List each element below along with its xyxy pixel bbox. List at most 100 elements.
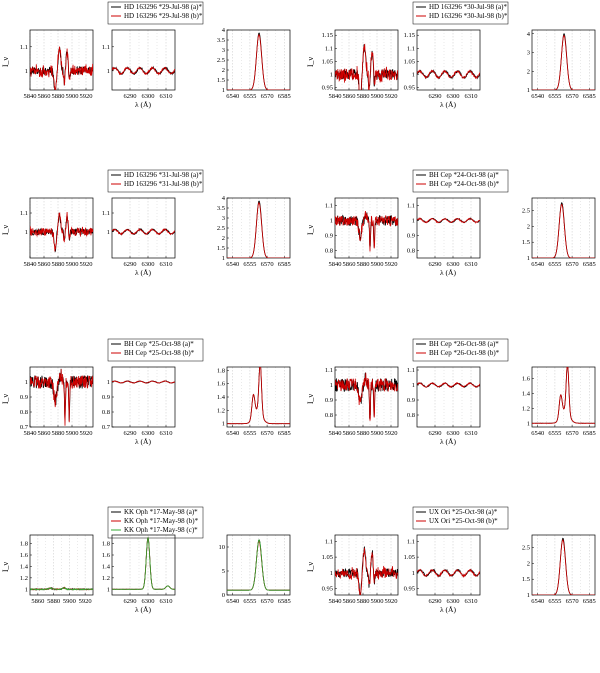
y-tick-label: 1 bbox=[330, 382, 333, 389]
y-tick-label: 1 bbox=[412, 382, 415, 389]
panel: 6290 6300 6310 1 1.1 bbox=[102, 197, 176, 268]
y-tick-label: 1.1 bbox=[20, 210, 28, 217]
x-tick-label: 5840 bbox=[329, 598, 342, 605]
y-tick-label: 1.05 bbox=[404, 554, 415, 561]
y-tick-label: 2.5 bbox=[522, 545, 530, 552]
x-tick-label: 6540 bbox=[226, 261, 239, 268]
y-tick-label: 0.8 bbox=[407, 248, 415, 255]
panel-frame bbox=[531, 366, 596, 428]
y-tick-label: 0 bbox=[222, 592, 225, 599]
y-tick-label: 1.2 bbox=[522, 405, 530, 412]
x-tick-label: 6585 bbox=[583, 261, 596, 268]
x-tick-label: 6555 bbox=[548, 261, 561, 268]
y-axis-label: I_ν bbox=[306, 561, 315, 572]
chart-group: BH Cep *25-Oct-98 (a)*BH Cep *25-Oct-98 … bbox=[1, 338, 291, 446]
panel: 5840 5860 5880 5900 5920 1 1.1 bbox=[20, 197, 94, 268]
series-line bbox=[112, 536, 175, 590]
y-tick-label: 1.6 bbox=[102, 552, 111, 559]
panel: 6290 6300 6310 0.8 0.9 1 1.1 bbox=[407, 197, 481, 268]
x-tick-label: 5900 bbox=[371, 261, 384, 268]
x-axis-label: λ (Å) bbox=[440, 605, 456, 614]
y-tick-label: 1.6 bbox=[522, 375, 531, 382]
x-tick-label: 6585 bbox=[278, 430, 291, 437]
x-tick-label: 6300 bbox=[142, 93, 155, 100]
y-tick-label: 1 bbox=[222, 255, 225, 262]
y-tick-label: 1.1 bbox=[102, 210, 110, 217]
legend-entry: BH Cep *25-Oct-98 (a)* bbox=[124, 340, 194, 348]
y-tick-label: 1.1 bbox=[325, 538, 333, 545]
chart-group: HD 163296 *29-Jul-98 (a)*HD 163296 *29-J… bbox=[1, 1, 291, 109]
x-tick-label: 6310 bbox=[160, 598, 173, 605]
x-tick-label: 6540 bbox=[226, 430, 239, 437]
x-tick-label: 5880 bbox=[52, 430, 65, 437]
y-tick-label: 1.1 bbox=[407, 45, 415, 52]
y-tick-label: 1 bbox=[330, 218, 333, 225]
x-tick-label: 6570 bbox=[261, 93, 274, 100]
x-tick-label: 6290 bbox=[429, 598, 442, 605]
x-tick-label: 6555 bbox=[243, 93, 256, 100]
y-tick-label: 4 bbox=[527, 31, 531, 38]
series-line bbox=[335, 546, 398, 595]
series-line bbox=[417, 69, 480, 80]
x-tick-label: 5900 bbox=[371, 93, 384, 100]
y-tick-label: 1 bbox=[107, 68, 110, 75]
x-tick-label: 6290 bbox=[429, 93, 442, 100]
legend-box bbox=[412, 1, 509, 25]
x-tick-label: 6585 bbox=[278, 261, 291, 268]
y-tick-label: 1.4 bbox=[522, 390, 531, 397]
legend-entry: BH Cep *24-Oct-98 (a)* bbox=[429, 171, 499, 179]
x-tick-label: 6540 bbox=[531, 430, 544, 437]
x-tick-label: 6555 bbox=[548, 598, 561, 605]
y-tick-label: 1.5 bbox=[217, 245, 225, 252]
panel-frame bbox=[334, 534, 399, 596]
series-line bbox=[112, 536, 175, 590]
x-tick-label: 5900 bbox=[63, 598, 76, 605]
y-tick-label: 1 bbox=[25, 68, 28, 75]
y-tick-label: 1.1 bbox=[325, 203, 333, 210]
panel-frame bbox=[111, 366, 176, 428]
y-tick-label: 1.1 bbox=[325, 45, 333, 52]
y-axis-label: I_ν bbox=[1, 224, 10, 235]
y-tick-label: 0.9 bbox=[325, 397, 333, 404]
panel-frame bbox=[416, 197, 481, 259]
x-tick-label: 6290 bbox=[124, 598, 137, 605]
y-tick-label: 0.8 bbox=[102, 409, 110, 416]
y-tick-label: 0.95 bbox=[322, 84, 333, 91]
series-line bbox=[112, 380, 175, 384]
legend-box bbox=[107, 1, 204, 25]
x-tick-label: 6540 bbox=[531, 261, 544, 268]
panel-frame bbox=[416, 366, 481, 428]
y-tick-label: 2.5 bbox=[522, 208, 530, 215]
y-tick-label: 0.95 bbox=[404, 84, 415, 91]
y-axis-label: I_ν bbox=[1, 561, 10, 572]
x-tick-label: 5900 bbox=[371, 598, 384, 605]
x-tick-label: 6300 bbox=[142, 430, 155, 437]
legend-entry: BH Cep *24-Oct-98 (b)* bbox=[429, 180, 500, 188]
y-tick-label: 1 bbox=[107, 229, 110, 236]
series-line bbox=[30, 586, 93, 591]
legend-entry: HD 163296 *29-Jul-98 (a)* bbox=[124, 3, 202, 11]
legend-entry: HD 163296 *31-Jul-98 (a)* bbox=[124, 171, 202, 179]
chart-group: BH Cep *26-Oct-98 (a)*BH Cep *26-Oct-98 … bbox=[306, 338, 596, 446]
chart-group: UX Ori *25-Oct-98 (a)*UX Ori *25-Oct-98 … bbox=[306, 506, 596, 614]
y-tick-label: 1 bbox=[527, 592, 530, 599]
x-tick-label: 6310 bbox=[160, 93, 173, 100]
y-tick-label: 1.4 bbox=[102, 563, 111, 570]
y-tick-label: 10 bbox=[219, 544, 226, 551]
y-tick-label: 1.15 bbox=[322, 32, 333, 39]
legend-entry: UX Ori *25-Oct-98 (b)* bbox=[429, 517, 498, 525]
panel: 6290 6300 6310 1 1.1 bbox=[102, 29, 176, 100]
x-tick-label: 5840 bbox=[24, 261, 37, 268]
y-tick-label: 1.05 bbox=[404, 58, 415, 65]
x-tick-label: 6290 bbox=[124, 430, 137, 437]
x-tick-label: 6555 bbox=[243, 430, 256, 437]
y-tick-label: 1 bbox=[527, 255, 530, 262]
x-tick-label: 5840 bbox=[24, 430, 37, 437]
x-axis-label: λ (Å) bbox=[135, 605, 151, 614]
panel: 5840 5860 5880 5900 5920 0.8 0.9 1 1.1 bbox=[325, 197, 399, 268]
y-tick-label: 1.8 bbox=[20, 541, 28, 548]
y-tick-label: 1.1 bbox=[407, 367, 415, 374]
x-axis-label: λ (Å) bbox=[135, 100, 151, 109]
series-line bbox=[112, 65, 175, 76]
y-tick-label: 1 bbox=[107, 379, 110, 386]
